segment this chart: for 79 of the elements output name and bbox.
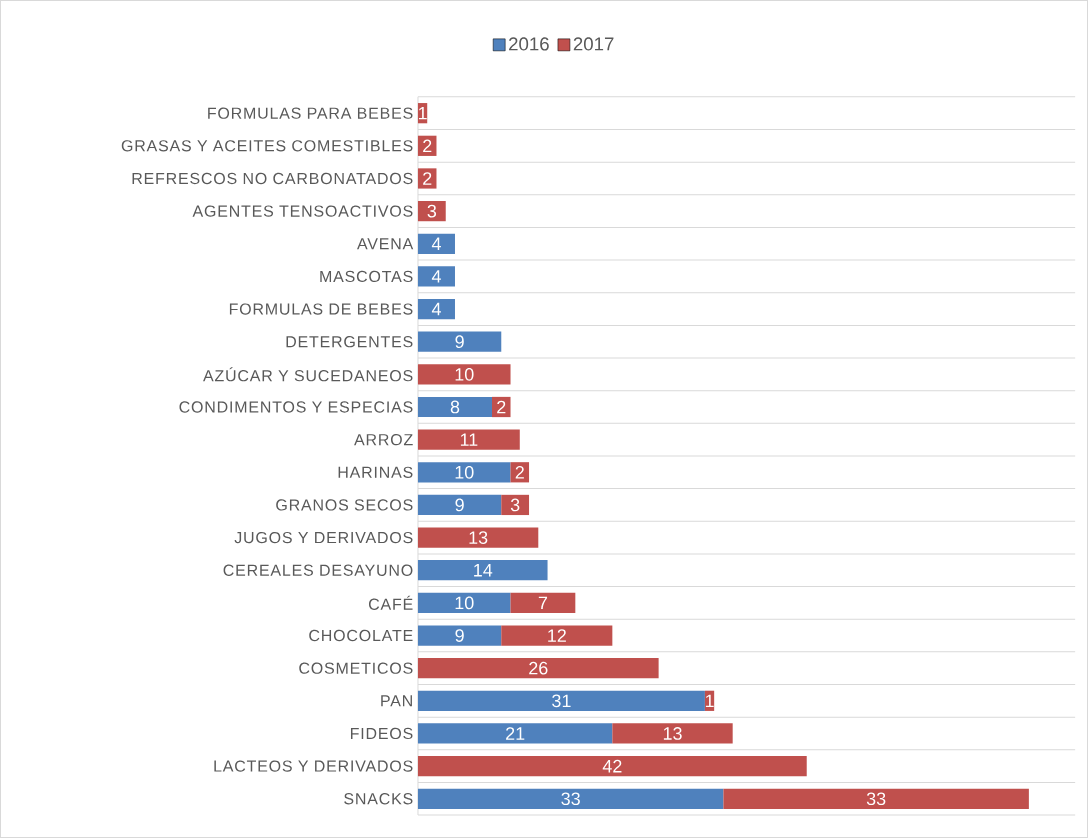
- bar: [417, 494, 502, 516]
- data-label: 1: [418, 107, 427, 120]
- y-tick-label: AVENA: [357, 238, 414, 250]
- y-tick-label: GRANOS SECOS: [276, 499, 413, 511]
- bar: [417, 364, 511, 385]
- bar: [417, 298, 455, 320]
- data-label: 21: [506, 727, 525, 740]
- bar: [417, 592, 511, 614]
- bar: [510, 592, 576, 614]
- bar: [417, 560, 548, 581]
- data-label: 2: [497, 400, 506, 414]
- data-label: 2: [423, 139, 432, 153]
- data-label: 10: [455, 465, 474, 479]
- data-label: 10: [455, 596, 474, 610]
- y-tick-label: FORMULAS PARA BEBES: [208, 107, 413, 119]
- legend-label: 2016: [509, 37, 549, 51]
- bar: [417, 462, 511, 483]
- bar: [417, 201, 446, 222]
- bar: [492, 396, 511, 418]
- bar: [417, 331, 502, 352]
- bar: [417, 625, 502, 646]
- data-label: 11: [460, 433, 478, 446]
- y-tick-label: PAN: [381, 695, 412, 707]
- data-label: 2: [515, 466, 524, 479]
- y-tick-label: CONDIMENTOS Y ESPECIAS: [179, 401, 413, 413]
- data-label: 3: [427, 204, 437, 218]
- y-tick-label: REFRESCOS NO CARBONATADOS: [132, 172, 413, 185]
- data-label: 8: [450, 400, 460, 414]
- data-label: 33: [561, 792, 580, 806]
- y-tick-label: AZÚCAR Y SUCEDANEOS: [203, 367, 413, 382]
- data-label: 31: [552, 694, 571, 708]
- y-tick-label: CEREALES DESAYUNO: [223, 564, 413, 576]
- bar: [612, 723, 733, 744]
- data-label: 13: [663, 727, 682, 740]
- data-label: 33: [866, 792, 886, 806]
- data-label: 9: [455, 629, 464, 642]
- data-label: 12: [548, 629, 566, 642]
- bar: [417, 233, 455, 254]
- y-tick-label: FIDEOS: [350, 727, 413, 740]
- data-label: 13: [469, 531, 488, 544]
- y-tick-label: DETERGENTES: [286, 336, 413, 348]
- data-label: 2: [423, 172, 432, 185]
- data-label: 10: [455, 368, 474, 381]
- y-tick-label: MASCOTAS: [320, 270, 413, 283]
- data-label: 4: [431, 302, 441, 316]
- bar: [417, 690, 705, 711]
- bar: [501, 494, 530, 516]
- bar: [501, 625, 613, 646]
- data-label: 9: [455, 335, 464, 349]
- bar: [417, 756, 807, 777]
- y-tick-label: FORMULAS DE BEBES: [229, 303, 413, 315]
- y-tick-label: CAFÉ: [368, 595, 413, 610]
- data-label: 42: [602, 759, 622, 773]
- y-tick-label: COSMETICOS: [299, 662, 413, 674]
- legend-label: 2017: [573, 37, 614, 51]
- data-label: 7: [538, 596, 548, 610]
- data-label: 1: [705, 694, 714, 708]
- data-label: 4: [431, 237, 441, 250]
- bar: [417, 527, 539, 548]
- bar: [417, 788, 724, 809]
- data-label: 4: [431, 270, 441, 283]
- bar: [723, 788, 1029, 809]
- bar: [417, 723, 613, 744]
- bar: [417, 396, 493, 418]
- y-tick-label: JUGOS Y DERIVADOS: [234, 531, 413, 544]
- bar: [417, 429, 520, 450]
- data-label: 26: [529, 661, 548, 675]
- y-tick-label: ARROZ: [354, 434, 413, 446]
- y-tick-label: CHOCOLATE: [309, 629, 413, 642]
- y-tick-label: AGENTES TENSOACTIVOS: [192, 205, 413, 217]
- y-tick-label: SNACKS: [344, 793, 413, 805]
- y-tick-label: LACTEOS Y DERIVADOS: [214, 760, 413, 772]
- data-label: 3: [510, 498, 520, 512]
- data-label: 9: [455, 498, 464, 512]
- y-tick-label: GRASAS Y ACEITES COMESTIBLES: [121, 140, 413, 152]
- data-label: 14: [474, 564, 493, 577]
- bar: [417, 266, 455, 287]
- y-tick-label: HARINAS: [338, 466, 413, 478]
- bar: [417, 658, 659, 679]
